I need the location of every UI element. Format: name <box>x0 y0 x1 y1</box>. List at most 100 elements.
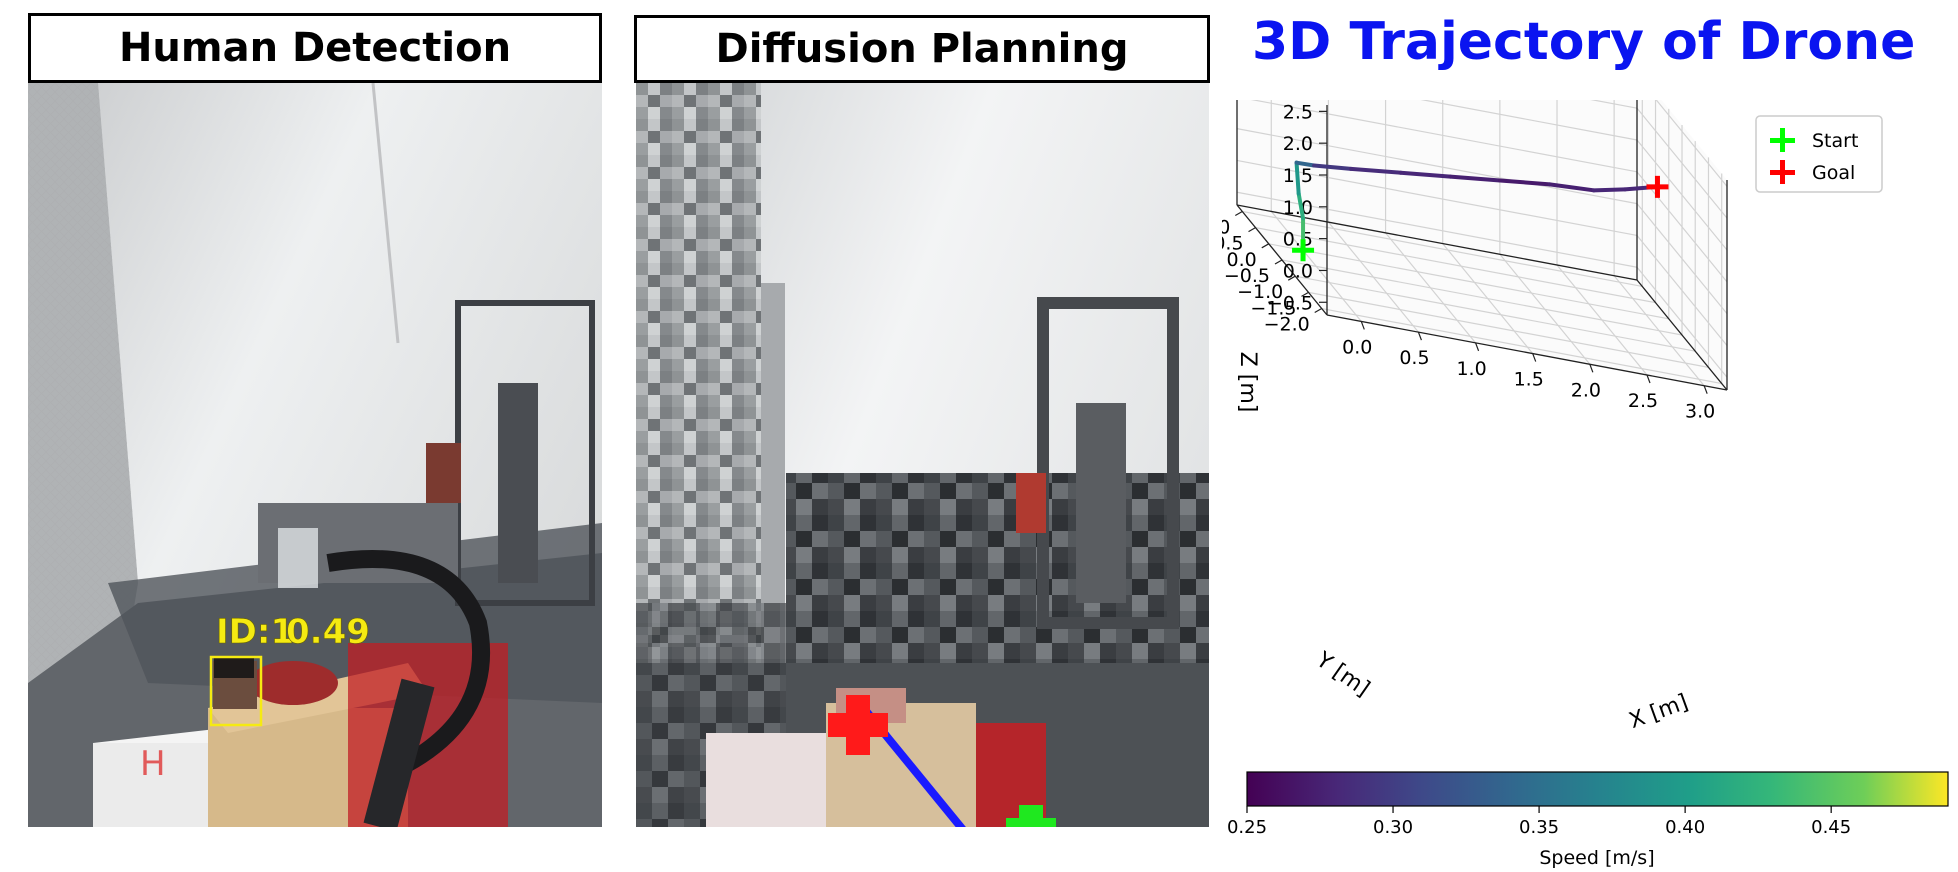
z-tick-label: 0.5 <box>1283 229 1313 251</box>
human-detection-title: Human Detection <box>28 13 602 83</box>
x-tick-label: 0.0 <box>1342 336 1372 358</box>
legend-start-icon <box>1770 128 1795 152</box>
x-tick-mark <box>1360 321 1365 330</box>
detection-confidence-label: 0.49 <box>286 612 370 652</box>
y-grid-line <box>1308 291 1709 368</box>
diffusion-planning-title: Diffusion Planning <box>634 15 1210 83</box>
z-axis-label: Z [m] <box>1235 352 1260 413</box>
trajectory-segment <box>1498 178 1552 187</box>
axis-edge <box>1636 279 1728 391</box>
z-grid-line <box>1636 107 1728 219</box>
y-tick-label: −1.5 <box>1250 297 1296 319</box>
colorbar-tick-label: 0.35 <box>1519 817 1559 838</box>
x-tick-mark <box>1589 364 1594 373</box>
x-tick-label: 3.0 <box>1685 401 1715 423</box>
speed-colorbar: 0.25 0.30 0.35 0.40 0.45 Speed [m/s] <box>1227 771 1949 869</box>
z-grid-line <box>1636 171 1728 283</box>
y-tick-label: 0.0 <box>1227 249 1257 271</box>
colorbar-tick-label: 0.30 <box>1373 817 1413 838</box>
colorbar-tick-label: 0.25 <box>1227 817 1267 838</box>
x-axis-label: X [m] <box>1626 690 1692 734</box>
trajectory-3d-plot: 2.52.01.51.00.50.0−0.5 1.00.50.0−0.5−1.0… <box>1222 100 1883 734</box>
axes-grid <box>1236 100 1728 390</box>
goal-point-marker <box>1646 175 1669 198</box>
start-point-marker <box>1292 239 1315 262</box>
z-grid-line <box>1636 139 1728 251</box>
x-tick-label: 1.5 <box>1514 369 1544 391</box>
lab-scene-image: H ID:1 0.49 <box>28 83 602 827</box>
trajectory-segment <box>1294 160 1301 196</box>
colorbar-tick-label: 0.40 <box>1665 817 1705 838</box>
z-tick-label: −0.5 <box>1267 292 1313 314</box>
y-tick-mark <box>1301 291 1309 297</box>
trajectory-segment <box>1448 174 1503 183</box>
trajectory-segment <box>1294 160 1317 168</box>
pixelated-scene-image <box>636 83 1209 827</box>
z-grid-line <box>1636 203 1728 315</box>
x-tick-label: 1.0 <box>1456 358 1486 380</box>
z-grid-line <box>1236 128 1638 205</box>
y-grid-line <box>1255 227 1656 304</box>
planned-path <box>862 708 966 827</box>
z-axis-ticks: 2.52.01.51.00.50.0−0.5 <box>1267 101 1327 314</box>
x-tick-label: 2.0 <box>1571 379 1601 401</box>
x-tick-mark <box>1417 331 1422 341</box>
legend: Start Goal <box>1755 115 1883 193</box>
z-grid-line <box>1250 100 1638 173</box>
detection-bounding-box <box>209 655 263 727</box>
z-tick-label: 2.0 <box>1283 133 1313 155</box>
trajectory-segment <box>1312 163 1353 171</box>
legend-goal-icon <box>1770 160 1795 184</box>
trajectory-segment <box>1296 191 1306 221</box>
landing-pad-h-marker: H <box>140 744 166 784</box>
back-pane <box>1237 100 1637 280</box>
y-grid-line <box>1321 307 1722 385</box>
y-axis-ticks: 1.00.50.0−0.5−1.0−1.5−2.0 <box>1222 210 1323 336</box>
z-grid-line <box>1236 191 1638 268</box>
legend-start-label: Start <box>1812 130 1858 152</box>
x-axis-ticks: 0.0 0.5 1.0 1.5 2.0 2.5 3.0 <box>1342 321 1715 423</box>
colorbar-gradient <box>1246 771 1949 807</box>
x-tick-label: 2.5 <box>1628 390 1658 412</box>
legend-goal-label: Goal <box>1812 162 1855 184</box>
x-tick-mark <box>1703 385 1708 394</box>
axis-edge <box>1326 314 1728 391</box>
z-grid-line <box>1655 100 1728 187</box>
y-axis-label: Y [m] <box>1311 647 1375 702</box>
detection-id-label: ID:1 <box>216 612 294 652</box>
y-grid-line <box>1268 243 1669 320</box>
x-tick-label: 0.5 <box>1399 347 1429 369</box>
trajectory-chart-title: 3D Trajectory of Drone <box>1252 12 1916 72</box>
colorbar-ticks: 0.25 0.30 0.35 0.40 0.45 <box>1227 806 1851 838</box>
z-grid-line <box>1236 159 1638 237</box>
trajectory-segment <box>1591 187 1627 193</box>
trajectory-segment <box>1398 170 1453 179</box>
human-detection-camera-frame: H ID:1 0.49 <box>28 83 602 827</box>
y-grid-line <box>1295 275 1696 352</box>
z-tick-label: 1.0 <box>1283 197 1313 219</box>
trajectory-markers <box>1292 175 1669 262</box>
y-tick-mark <box>1274 259 1283 265</box>
y-tick-label: −2.0 <box>1264 314 1310 336</box>
colorbar-tick-label: 0.45 <box>1811 817 1851 838</box>
y-tick-mark <box>1287 275 1296 281</box>
y-tick-label: 1.0 <box>1222 216 1230 238</box>
z-grid-line <box>1420 100 1638 141</box>
z-tick-label: 2.5 <box>1283 101 1313 123</box>
diffusion-planning-camera-frame <box>636 83 1209 827</box>
y-tick-label: −0.5 <box>1224 265 1270 287</box>
x-tick-mark <box>1475 342 1480 352</box>
z-grid-line <box>1636 266 1728 378</box>
x-tick-mark <box>1646 374 1651 384</box>
y-tick-mark <box>1234 210 1243 216</box>
colorbar-label: Speed [m/s] <box>1539 847 1654 869</box>
x-tick-mark <box>1532 353 1537 362</box>
trajectory-segment <box>1547 182 1596 193</box>
y-tick-label: −1.0 <box>1237 281 1283 303</box>
y-tick-label: 0.5 <box>1222 233 1244 255</box>
y-grid-line <box>1242 210 1643 288</box>
y-grid-line <box>1281 259 1683 336</box>
y-tick-mark <box>1261 243 1270 249</box>
trajectory-segment <box>1348 166 1403 175</box>
y-tick-mark <box>1314 308 1323 314</box>
